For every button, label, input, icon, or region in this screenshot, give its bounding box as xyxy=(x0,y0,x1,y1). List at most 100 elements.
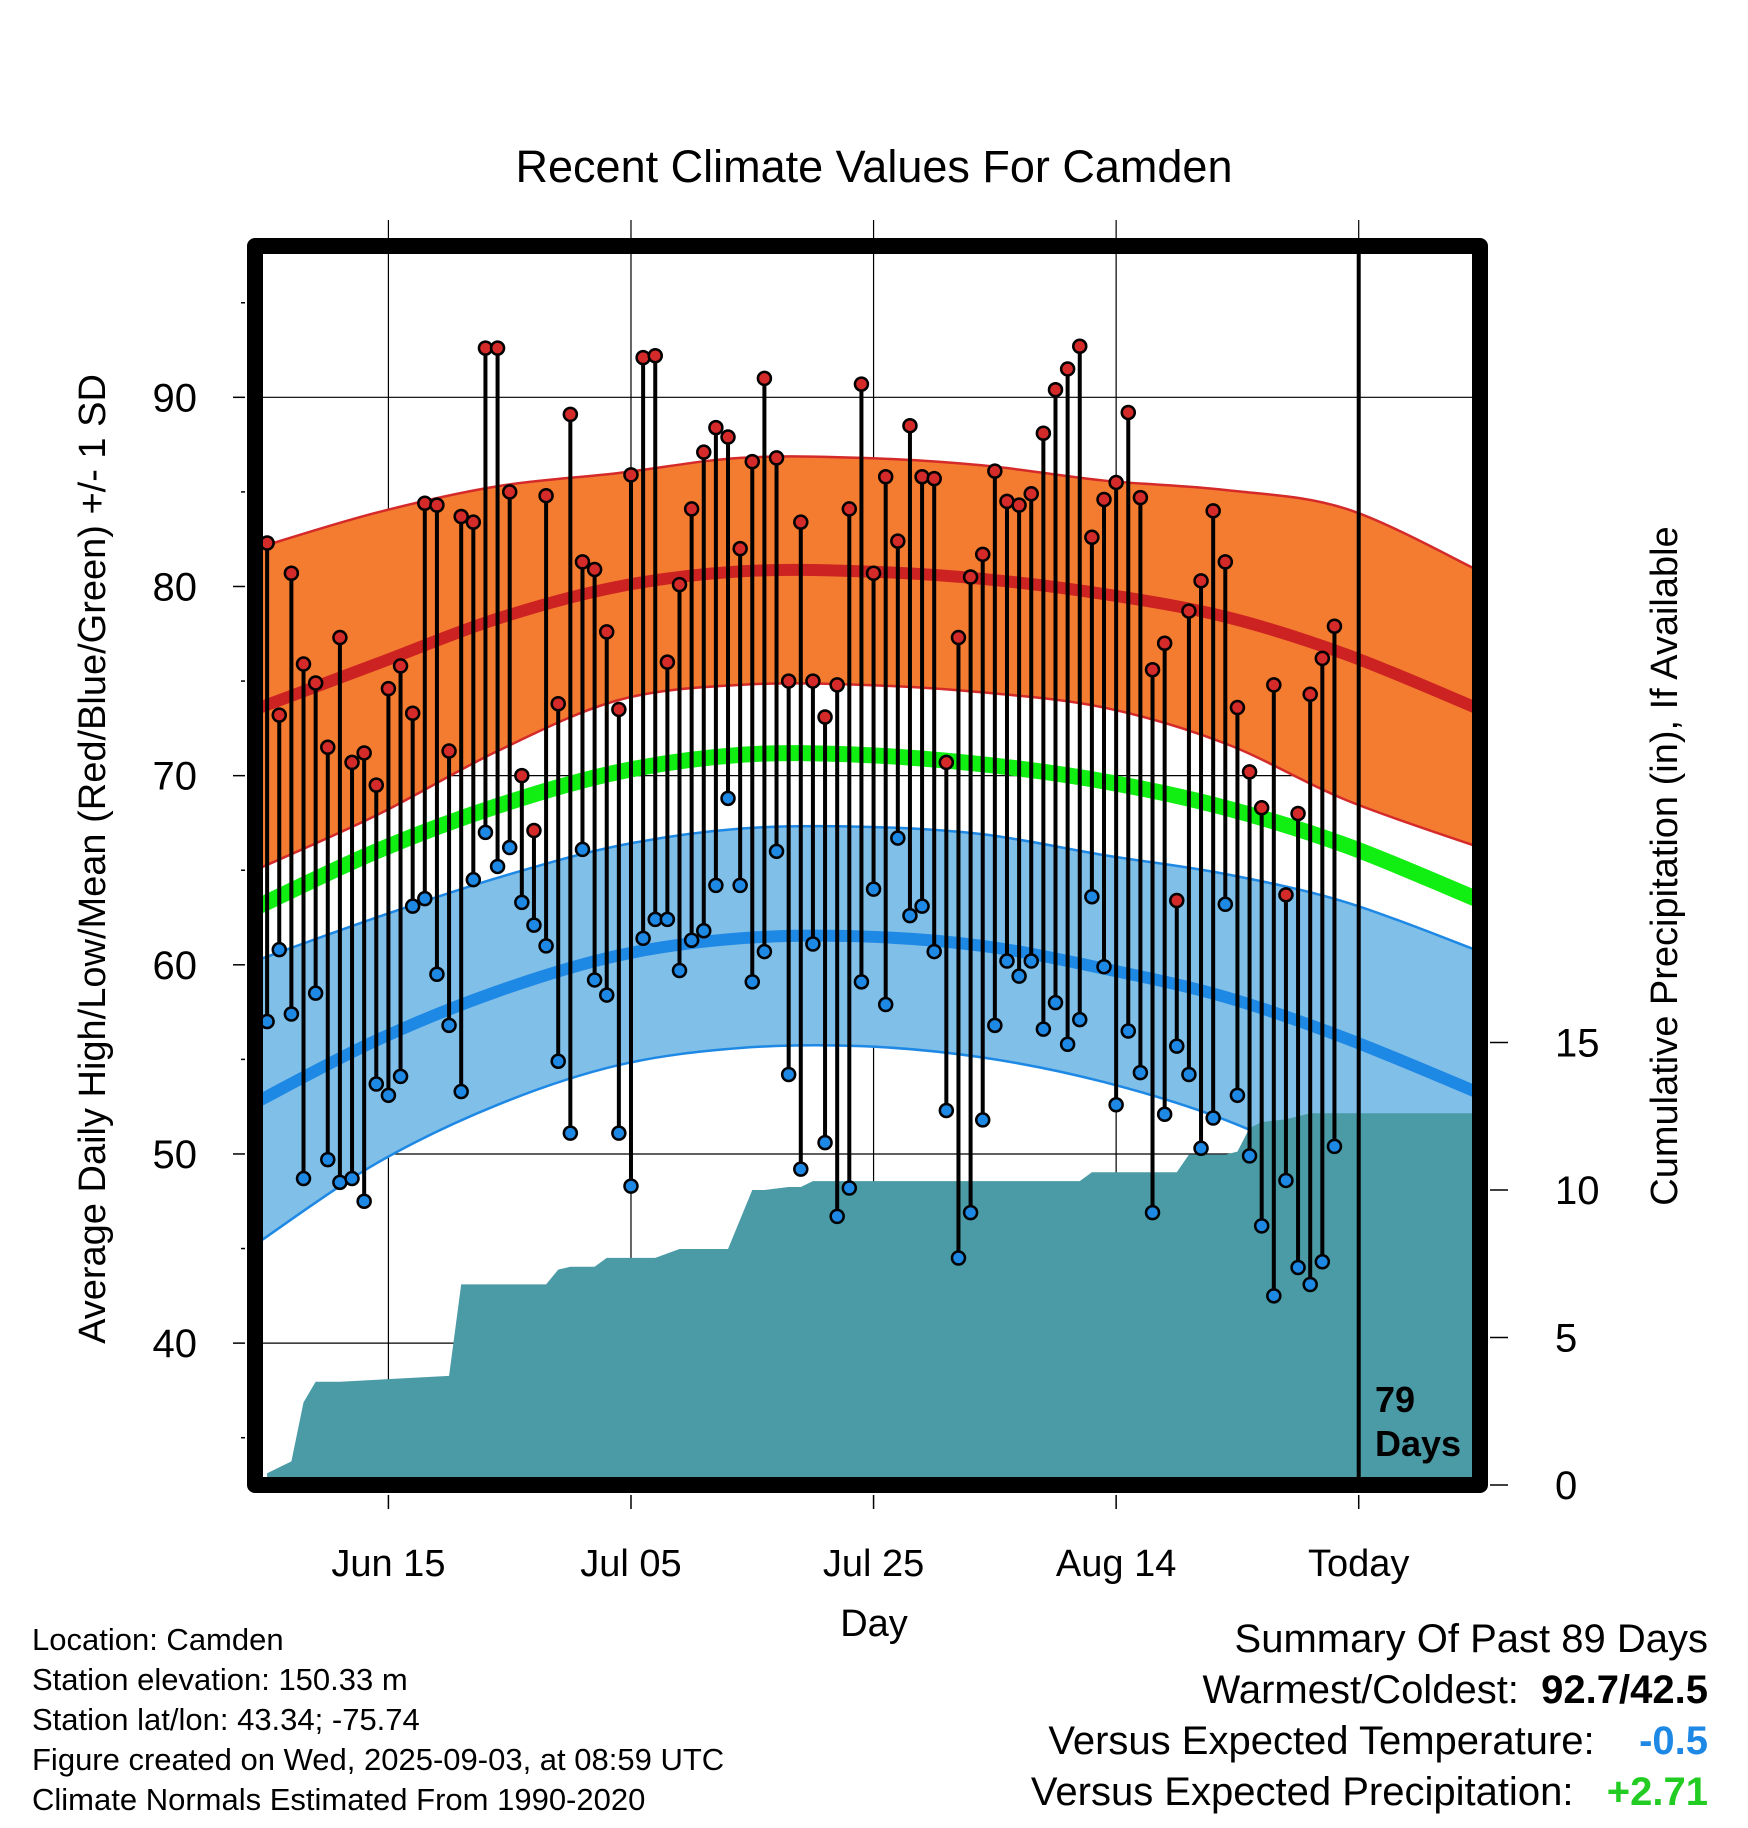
low-point xyxy=(1035,1021,1052,1037)
high-point xyxy=(1302,686,1318,703)
low-point xyxy=(1011,968,1027,984)
y2-tick-label: 5 xyxy=(1555,1317,1577,1361)
high-point xyxy=(538,487,554,504)
high-point xyxy=(623,467,639,483)
low-point xyxy=(550,1053,566,1070)
low-point xyxy=(805,936,821,952)
low-point xyxy=(829,1208,845,1225)
summary-temp-row: Versus Expected Temperature: -0.5 xyxy=(808,1716,1708,1767)
low-point xyxy=(477,824,494,841)
low-point xyxy=(768,843,785,860)
high-point xyxy=(307,675,324,691)
low-point xyxy=(562,1125,579,1141)
high-point xyxy=(720,429,736,445)
low-point xyxy=(987,1017,1003,1034)
normal-high-band xyxy=(255,456,1480,871)
high-point xyxy=(562,406,579,423)
high-point xyxy=(514,767,530,784)
low-point xyxy=(938,1102,955,1119)
high-point xyxy=(853,376,870,392)
low-point xyxy=(295,1170,312,1187)
high-point xyxy=(344,754,360,771)
low-point xyxy=(1266,1288,1282,1304)
station-info: Location: Camden Station elevation: 150.… xyxy=(32,1620,724,1820)
normals-text: Climate Normals Estimated From 1990-2020 xyxy=(32,1782,646,1817)
high-point xyxy=(550,696,566,712)
summary-precip-row: Versus Expected Precipitation: +2.71 xyxy=(808,1767,1708,1818)
high-point xyxy=(732,540,748,557)
y2-axis-label: Cumulative Precipitation (in), If Availa… xyxy=(1644,526,1686,1205)
low-point xyxy=(1059,1036,1076,1053)
high-point xyxy=(1047,382,1064,398)
high-point xyxy=(877,469,894,485)
low-point xyxy=(865,881,882,897)
low-point xyxy=(1193,1140,1209,1157)
low-point xyxy=(635,930,651,947)
x-tick-label: Jun 15 xyxy=(331,1543,445,1585)
low-point xyxy=(1302,1276,1318,1293)
high-point xyxy=(574,554,591,570)
y-axis-label: Average Daily High/Low/Mean (Red/Blue/Gr… xyxy=(72,374,114,1344)
low-point xyxy=(1072,1011,1088,1028)
high-point xyxy=(696,444,712,460)
high-point xyxy=(950,629,967,646)
low-point xyxy=(683,932,700,948)
low-point xyxy=(720,790,736,807)
high-point xyxy=(1035,425,1052,442)
low-point xyxy=(404,898,421,914)
high-point xyxy=(890,533,906,549)
high-point xyxy=(356,745,372,761)
low-point xyxy=(368,1076,385,1092)
low-point xyxy=(756,943,773,960)
y-tick-label: 80 xyxy=(153,565,198,609)
location-text: Location: Camden xyxy=(32,1622,284,1657)
high-point xyxy=(974,546,991,563)
latlon-text: Station lat/lon: 43.34; -75.74 xyxy=(32,1702,420,1737)
high-point xyxy=(987,463,1003,479)
high-point xyxy=(647,347,663,364)
low-point xyxy=(1290,1259,1306,1276)
low-point xyxy=(1144,1204,1161,1221)
low-point xyxy=(1278,1172,1294,1189)
low-point xyxy=(514,894,530,911)
warmest-slash: / xyxy=(1619,1668,1631,1712)
high-point xyxy=(1011,497,1027,513)
x-axis-label: Day xyxy=(840,1603,908,1645)
today-days-count: 79 xyxy=(1375,1379,1415,1420)
high-point xyxy=(1217,554,1234,570)
low-point xyxy=(526,917,542,933)
low-point xyxy=(780,1066,797,1083)
high-point xyxy=(1120,404,1137,421)
temp-value: -0.5 xyxy=(1639,1719,1708,1763)
high-point xyxy=(404,705,421,721)
high-point xyxy=(659,654,676,670)
low-point xyxy=(489,858,506,875)
y2-tick-label: 15 xyxy=(1555,1022,1600,1066)
high-point xyxy=(598,624,615,640)
low-point xyxy=(1120,1023,1137,1039)
x-tick-label: Today xyxy=(1308,1543,1409,1585)
elevation-text: Station elevation: 150.33 m xyxy=(32,1662,408,1697)
low-point xyxy=(877,996,894,1013)
high-point xyxy=(1241,764,1258,780)
high-point xyxy=(1108,474,1124,491)
low-point xyxy=(659,911,676,928)
high-point xyxy=(332,629,348,646)
high-point xyxy=(865,565,882,581)
warmest-value: 92.7 xyxy=(1541,1668,1620,1712)
low-point xyxy=(344,1170,360,1187)
plot-frame xyxy=(247,238,1488,1493)
low-point xyxy=(793,1161,809,1177)
high-point xyxy=(1156,635,1173,651)
high-point xyxy=(671,576,688,593)
y2-tick-label: 10 xyxy=(1555,1169,1600,1213)
warmest-label: Warmest/Coldest: xyxy=(1202,1668,1519,1712)
high-point xyxy=(1205,503,1221,519)
low-point xyxy=(441,1017,457,1034)
y-tick-label: 50 xyxy=(153,1133,198,1177)
high-point xyxy=(805,673,821,689)
low-point xyxy=(1047,994,1064,1011)
low-point xyxy=(890,830,906,846)
low-point xyxy=(1084,888,1100,905)
